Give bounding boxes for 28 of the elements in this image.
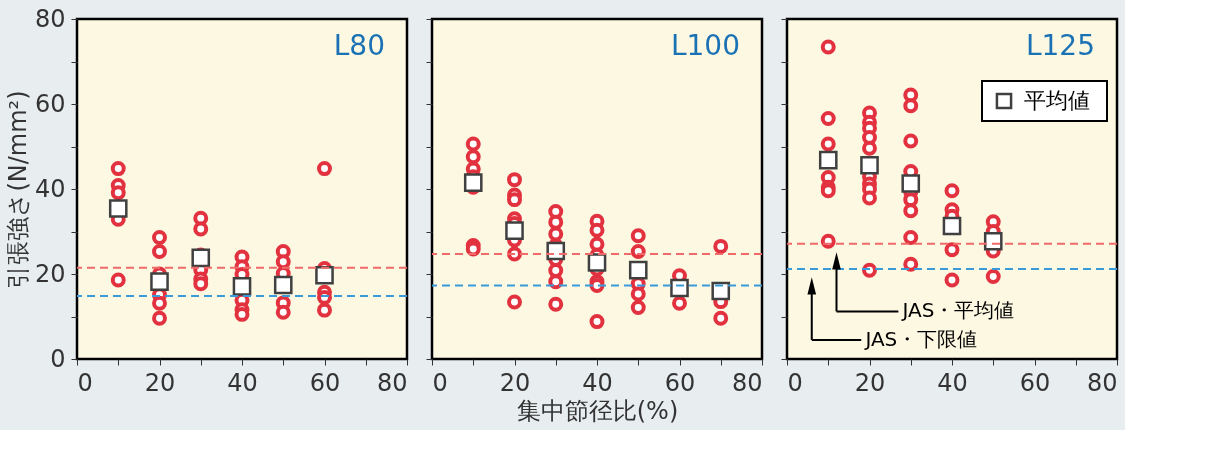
ref-line-label: JAS・下限値	[863, 326, 978, 351]
x-tick-label: 80	[376, 368, 408, 397]
x-tick-label: 20	[499, 368, 531, 397]
chart-title: L100	[670, 29, 740, 62]
x-tick-label: 40	[937, 368, 968, 397]
y-tick-label: 80	[34, 4, 66, 33]
x-tick-label: 80	[1086, 368, 1118, 397]
x-tick-label: 20	[854, 368, 886, 397]
y-tick-label: 0	[50, 344, 66, 373]
x-tick-label: 0	[432, 368, 448, 397]
chart-title: L80	[333, 29, 385, 62]
x-tick-label: 60	[664, 368, 696, 397]
x-tick-label: 0	[77, 368, 93, 397]
x-tick-label: 80	[731, 368, 763, 397]
x-tick-label: 40	[227, 368, 258, 397]
x-tick-label: 0	[787, 368, 803, 397]
y-axis-title: 引張強さ(N/mm²)	[3, 90, 32, 289]
x-tick-label: 60	[309, 368, 341, 397]
x-tick-label: 60	[1019, 368, 1051, 397]
y-tick-label: 20	[34, 259, 66, 288]
x-tick-label: 20	[144, 368, 176, 397]
y-tick-label: 40	[34, 174, 66, 203]
y-tick-label: 60	[34, 89, 66, 118]
x-axis-title: 集中節径比(%)	[516, 396, 679, 425]
chart-title: L125	[1025, 29, 1095, 62]
ref-line-label: JAS・平均値	[900, 298, 1015, 323]
legend-label: 平均値	[1024, 88, 1090, 113]
x-tick-label: 40	[582, 368, 613, 397]
